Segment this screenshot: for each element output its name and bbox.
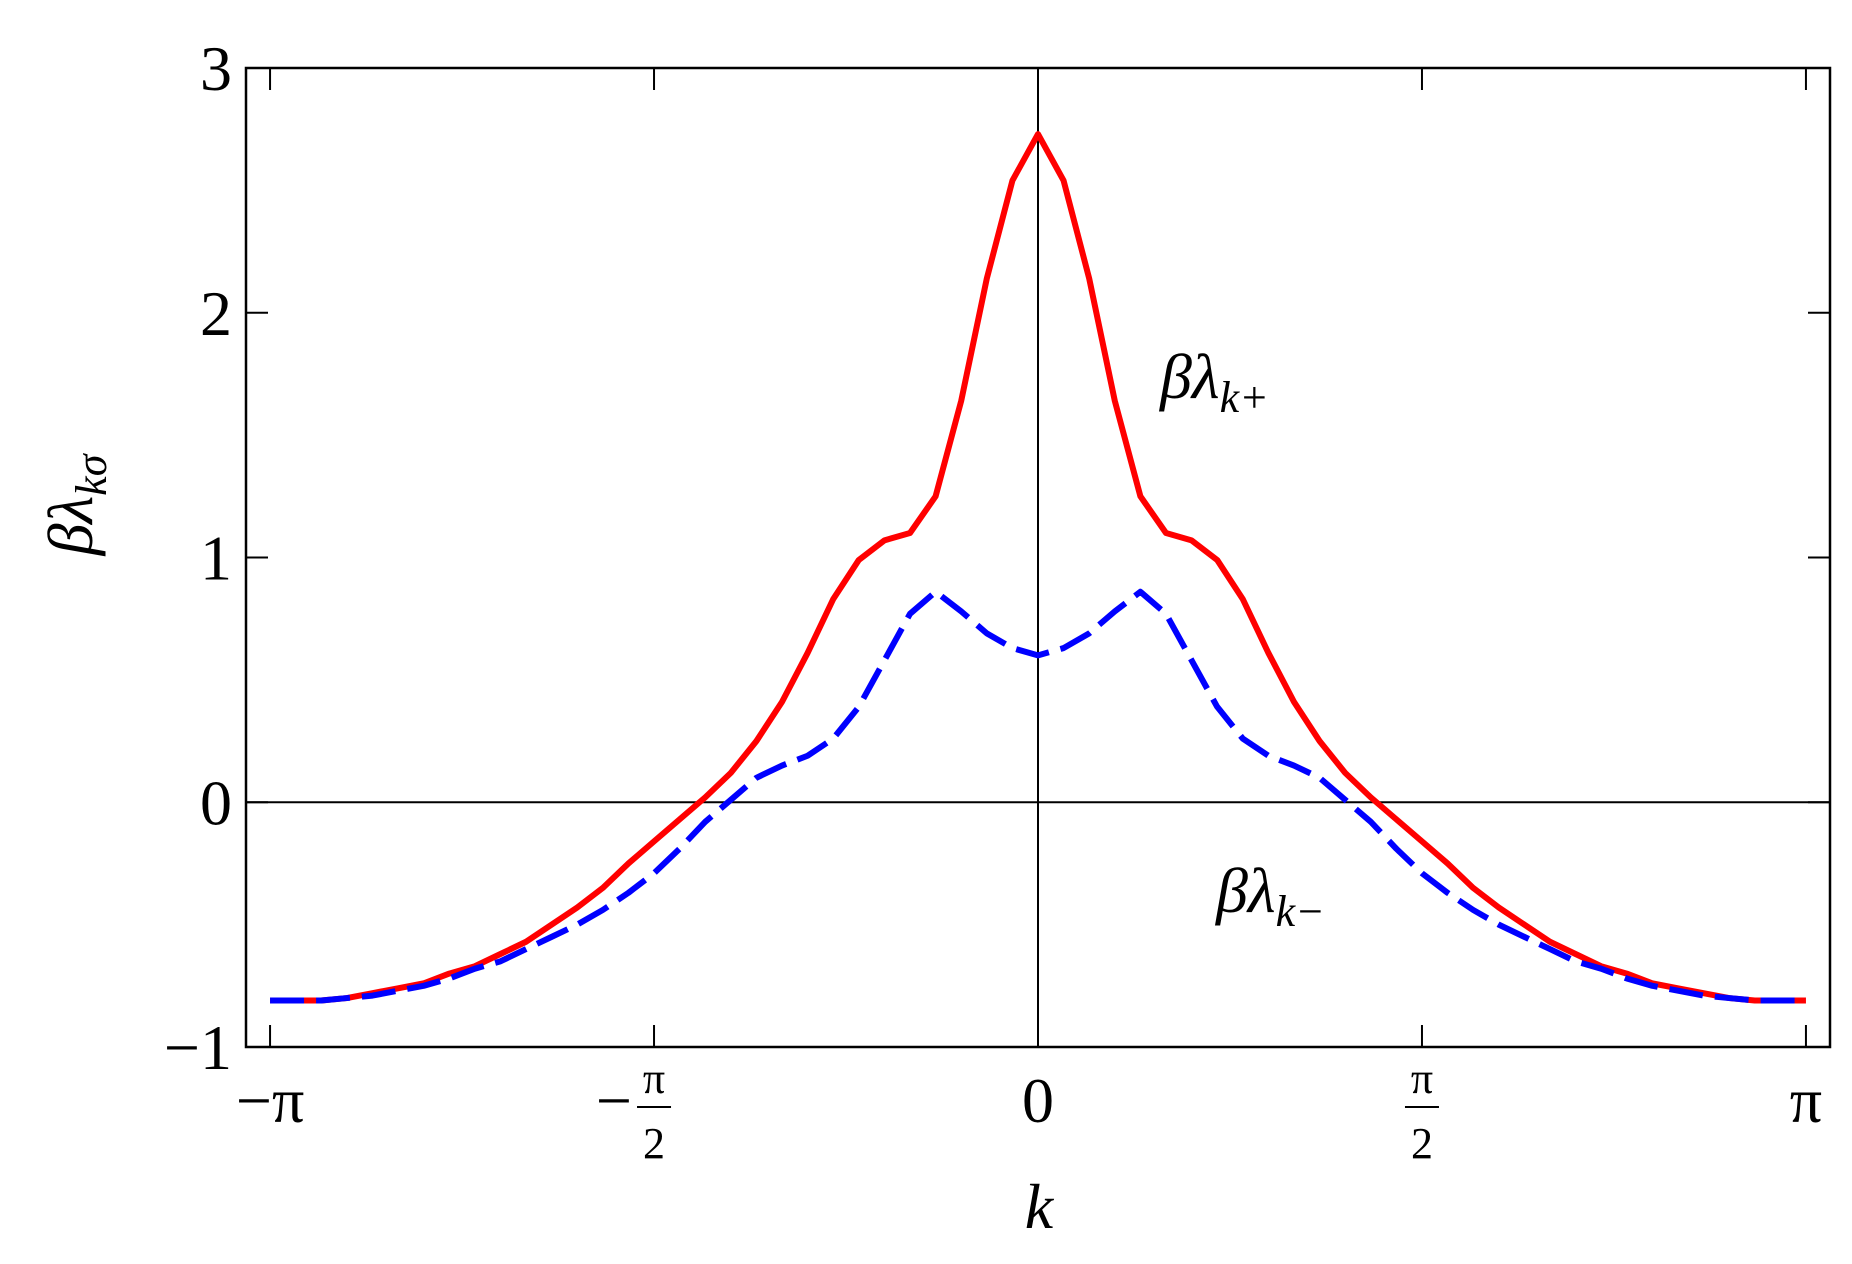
y-axis-label: βλkσ [35, 452, 116, 557]
annotation-sub: k− [1276, 887, 1325, 936]
x-tick-label-den: 2 [1411, 1119, 1433, 1168]
plot-frame [244, 66, 1832, 1049]
line-series [270, 588, 1806, 1004]
y-axis-label-main: βλ [35, 496, 106, 558]
y-tick-label: 1 [200, 523, 232, 594]
annotation: βλk− [1214, 855, 1325, 936]
x-tick-label-num: π [643, 1054, 665, 1103]
y-tick-label: 3 [200, 33, 232, 104]
x-tick-label: 0 [1022, 1065, 1054, 1136]
x-tick-label-den: 2 [643, 1119, 665, 1168]
annotation-main: βλ [1158, 341, 1220, 412]
line-series [270, 131, 1806, 1004]
x-tick-label: − π 2 [596, 1054, 665, 1168]
y-tick-label: 2 [200, 278, 232, 349]
x-tick-label: π [1790, 1065, 1822, 1136]
y-axis-label-sub: kσ [67, 452, 116, 496]
annotation-main: βλ [1214, 855, 1276, 926]
x-axis-label: k [1025, 1171, 1055, 1242]
y-tick-label: −1 [164, 1012, 232, 1083]
y-tick-label: 0 [200, 767, 232, 838]
x-tick-label-sign: − [596, 1065, 632, 1136]
x-tick-label: −π [236, 1065, 304, 1136]
annotation: βλk+ [1158, 341, 1269, 422]
x-tick-label-num: π [1411, 1054, 1433, 1103]
annotation-sub: k+ [1220, 373, 1269, 422]
